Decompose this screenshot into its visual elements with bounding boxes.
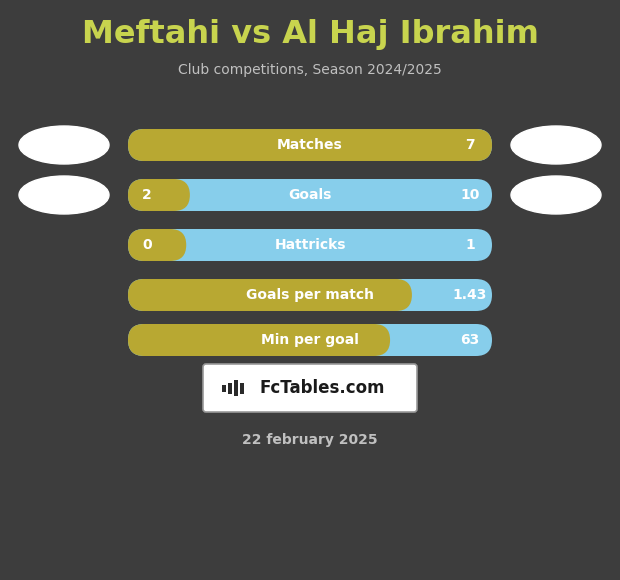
- Text: Meftahi vs Al Haj Ibrahim: Meftahi vs Al Haj Ibrahim: [82, 20, 538, 50]
- Ellipse shape: [19, 176, 109, 214]
- FancyBboxPatch shape: [128, 129, 492, 161]
- Text: 0: 0: [142, 238, 152, 252]
- FancyBboxPatch shape: [128, 279, 492, 311]
- Text: 1.43: 1.43: [453, 288, 487, 302]
- Ellipse shape: [19, 126, 109, 164]
- FancyBboxPatch shape: [203, 364, 417, 412]
- Bar: [240, 382, 244, 393]
- Text: FcTables.com: FcTables.com: [259, 379, 385, 397]
- Text: Matches: Matches: [277, 138, 343, 152]
- FancyBboxPatch shape: [128, 279, 412, 311]
- Text: Goals: Goals: [288, 188, 332, 202]
- FancyBboxPatch shape: [128, 229, 186, 261]
- FancyBboxPatch shape: [128, 324, 492, 356]
- Text: Club competitions, Season 2024/2025: Club competitions, Season 2024/2025: [178, 63, 442, 77]
- FancyBboxPatch shape: [128, 179, 190, 211]
- Text: Goals per match: Goals per match: [246, 288, 374, 302]
- Bar: [234, 380, 238, 396]
- Bar: [222, 385, 226, 392]
- Text: 1: 1: [465, 238, 475, 252]
- FancyBboxPatch shape: [128, 324, 390, 356]
- Text: 7: 7: [465, 138, 475, 152]
- Bar: [228, 382, 232, 393]
- FancyBboxPatch shape: [128, 229, 492, 261]
- Text: 2: 2: [142, 188, 152, 202]
- FancyBboxPatch shape: [128, 179, 492, 211]
- Text: 10: 10: [460, 188, 480, 202]
- Text: 22 february 2025: 22 february 2025: [242, 433, 378, 447]
- Text: Hattricks: Hattricks: [274, 238, 346, 252]
- Text: 63: 63: [461, 333, 480, 347]
- Ellipse shape: [511, 126, 601, 164]
- FancyBboxPatch shape: [128, 129, 492, 161]
- Text: Min per goal: Min per goal: [261, 333, 359, 347]
- Ellipse shape: [511, 176, 601, 214]
